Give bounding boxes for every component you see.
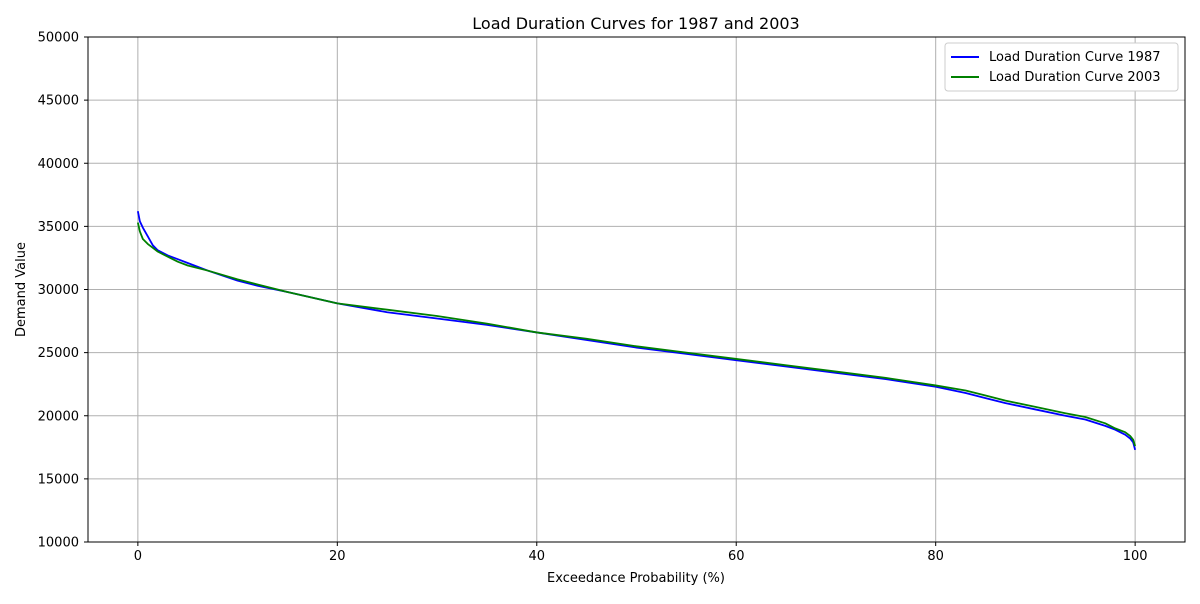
legend-label-2003: Load Duration Curve 2003 (989, 70, 1160, 85)
y-tick-label: 10000 (38, 536, 79, 551)
x-axis-ticks: 0 20 40 60 80 100 (134, 542, 1148, 564)
legend-box (944, 42, 1179, 92)
series-line-0 (136, 211, 1137, 451)
y-axis-ticks: 10000 15000 20000 25000 30000 35000 40000 45000… (38, 31, 88, 551)
y-tick-label: 30000 (38, 283, 79, 298)
legend: Load Duration Curve 1987 Load Duration C… (944, 42, 1179, 92)
y-tick-label: 25000 (38, 346, 79, 361)
x-axis-title: Exceedance Probability (%) (547, 571, 725, 586)
y-tick-label: 15000 (38, 472, 79, 487)
grid-lines (88, 36, 1185, 543)
y-tick-label: 20000 (38, 409, 79, 424)
x-tick-label: 100 (1123, 549, 1148, 564)
series-line-1 (136, 222, 1136, 447)
y-tick-label: 35000 (38, 220, 79, 235)
y-tick-label: 45000 (38, 94, 79, 109)
x-tick-label: 20 (329, 549, 346, 564)
chart-title: Load Duration Curves for 1987 and 2003 (472, 14, 799, 33)
y-axis-title: Demand Value (14, 242, 29, 337)
x-tick-label: 0 (134, 549, 142, 564)
x-tick-label: 60 (728, 549, 745, 564)
y-tick-label: 40000 (38, 157, 79, 172)
series-lines (136, 211, 1137, 451)
y-tick-label: 50000 (38, 31, 79, 46)
x-tick-label: 80 (927, 549, 944, 564)
x-tick-label: 40 (528, 549, 545, 564)
legend-label-1987: Load Duration Curve 1987 (989, 50, 1160, 65)
